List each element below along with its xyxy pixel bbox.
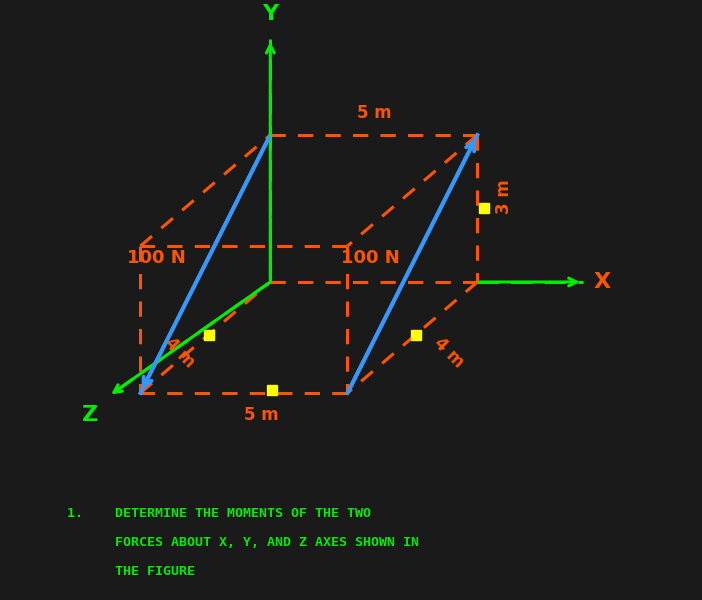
Text: 3 m: 3 m (495, 179, 513, 214)
Text: 100 N: 100 N (127, 249, 185, 267)
Text: 100 N: 100 N (341, 249, 399, 267)
Text: 5 m: 5 m (357, 104, 391, 122)
Text: FORCES ABOUT X, Y, AND Z AXES SHOWN IN: FORCES ABOUT X, Y, AND Z AXES SHOWN IN (67, 536, 418, 549)
Text: 4 m: 4 m (430, 334, 468, 371)
Text: 1.    DETERMINE THE MOMENTS OF THE TWO: 1. DETERMINE THE MOMENTS OF THE TWO (67, 507, 371, 520)
Text: 4 m: 4 m (161, 334, 198, 371)
Text: Y: Y (263, 4, 278, 24)
Text: THE FIGURE: THE FIGURE (67, 565, 194, 578)
Text: 5 m: 5 m (244, 406, 279, 424)
Text: X: X (593, 272, 610, 292)
Text: Z: Z (82, 405, 98, 425)
